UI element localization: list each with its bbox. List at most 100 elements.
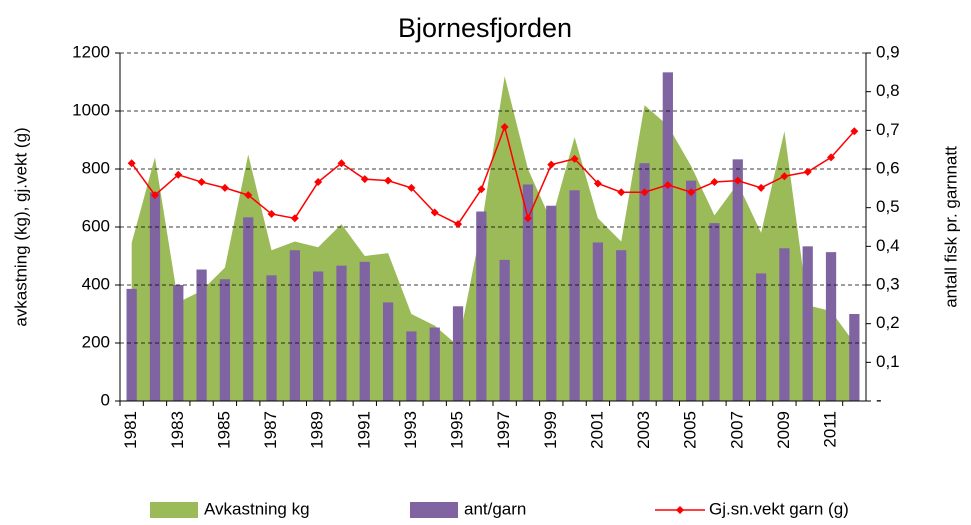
marker <box>710 178 719 187</box>
x-tick-label: 1989 <box>308 411 327 449</box>
x-tick-label: 1981 <box>121 411 140 449</box>
marker <box>244 191 253 200</box>
bar <box>289 250 300 401</box>
marker <box>290 214 299 223</box>
bar <box>662 72 673 401</box>
bar <box>429 327 440 401</box>
marker <box>593 179 602 188</box>
x-tick-label: 2011 <box>821 411 840 448</box>
y-axis-label: avkastning (kg), gj.vekt (g) <box>11 127 30 326</box>
bar <box>639 163 650 401</box>
marker <box>687 188 696 197</box>
x-tick-label: 1991 <box>354 411 373 449</box>
bar <box>802 246 813 401</box>
marker <box>570 154 579 163</box>
marker <box>780 172 789 181</box>
y-tick-label: 200 <box>82 332 110 351</box>
bar <box>499 259 510 401</box>
y-tick-label: 400 <box>82 274 110 293</box>
bar <box>546 205 557 401</box>
chart-title: Bjornesfjorden <box>398 13 572 43</box>
x-tick-label: 2001 <box>587 411 606 449</box>
x-tick-label: 2009 <box>774 411 793 449</box>
bar <box>149 192 161 401</box>
x-tick-label: 2007 <box>727 411 746 449</box>
bar <box>243 217 254 401</box>
marker <box>337 159 346 168</box>
bar <box>336 265 347 401</box>
bar <box>196 269 207 401</box>
legend-swatch <box>150 502 198 518</box>
marker <box>850 127 859 136</box>
marker <box>663 180 672 189</box>
x-tick-label: 2003 <box>634 411 653 449</box>
bar <box>126 288 137 401</box>
x-tick-label: 1993 <box>401 411 420 449</box>
y2-tick-label: 0,1 <box>876 352 900 371</box>
bar <box>522 184 534 401</box>
marker <box>407 183 416 192</box>
marker <box>220 183 229 192</box>
line <box>131 124 855 226</box>
marker <box>430 208 439 217</box>
marker <box>733 176 742 185</box>
y-tick-label: 800 <box>82 158 110 177</box>
bar <box>849 314 860 401</box>
marker <box>477 185 486 194</box>
area <box>131 76 855 401</box>
x-tick-label: 1985 <box>214 411 233 449</box>
bar <box>732 159 743 401</box>
bar <box>452 306 464 401</box>
bar <box>825 252 837 401</box>
marker <box>360 175 369 184</box>
y2-tick-label: 0,3 <box>876 274 900 293</box>
y2-tick-label: 0,4 <box>876 236 900 255</box>
marker <box>197 178 206 187</box>
marker <box>640 188 649 197</box>
bar <box>686 180 697 401</box>
legend-marker <box>676 506 684 514</box>
marker <box>454 220 463 229</box>
bar <box>359 261 370 401</box>
bar <box>313 271 324 401</box>
bar <box>592 242 604 401</box>
y-tick-label: 1200 <box>72 42 110 61</box>
marker <box>547 160 556 169</box>
marker <box>127 159 136 168</box>
bar <box>382 302 394 401</box>
legend-label: Gj.sn.vekt garn (g) <box>709 499 849 518</box>
y2-tick-label: - <box>876 390 882 409</box>
legend-label: ant/garn <box>464 499 526 518</box>
bar <box>616 250 627 401</box>
y2-tick-label: 0,6 <box>876 158 900 177</box>
bar <box>476 211 487 401</box>
x-tick-label: 2005 <box>681 411 700 449</box>
legend-label: Avkastning kg <box>204 499 310 518</box>
marker <box>174 170 183 179</box>
x-tick-label: 1999 <box>541 411 560 449</box>
marker <box>757 183 766 192</box>
x-tick-label: 1997 <box>494 411 513 449</box>
bar <box>755 273 767 401</box>
marker <box>267 209 276 218</box>
marker <box>500 122 509 131</box>
bar <box>569 190 580 401</box>
x-tick-label: 1987 <box>261 411 280 449</box>
y2-axis-label: antall fisk pr. garnnatt <box>941 146 960 308</box>
bar <box>779 248 790 401</box>
y-tick-label: 0 <box>101 390 110 409</box>
bar <box>406 331 417 401</box>
y2-tick-label: 0,9 <box>876 42 900 61</box>
marker <box>150 191 159 200</box>
marker <box>827 153 836 162</box>
marker <box>523 214 532 223</box>
y2-tick-label: 0,7 <box>876 120 900 139</box>
legend-swatch <box>410 502 458 518</box>
x-tick-label: 1995 <box>448 411 467 449</box>
bar <box>709 223 720 401</box>
y-tick-label: 600 <box>82 216 110 235</box>
x-tick-label: 1983 <box>168 411 187 449</box>
bar <box>219 279 231 401</box>
bar <box>266 275 277 401</box>
y2-tick-label: 0,8 <box>876 81 900 100</box>
